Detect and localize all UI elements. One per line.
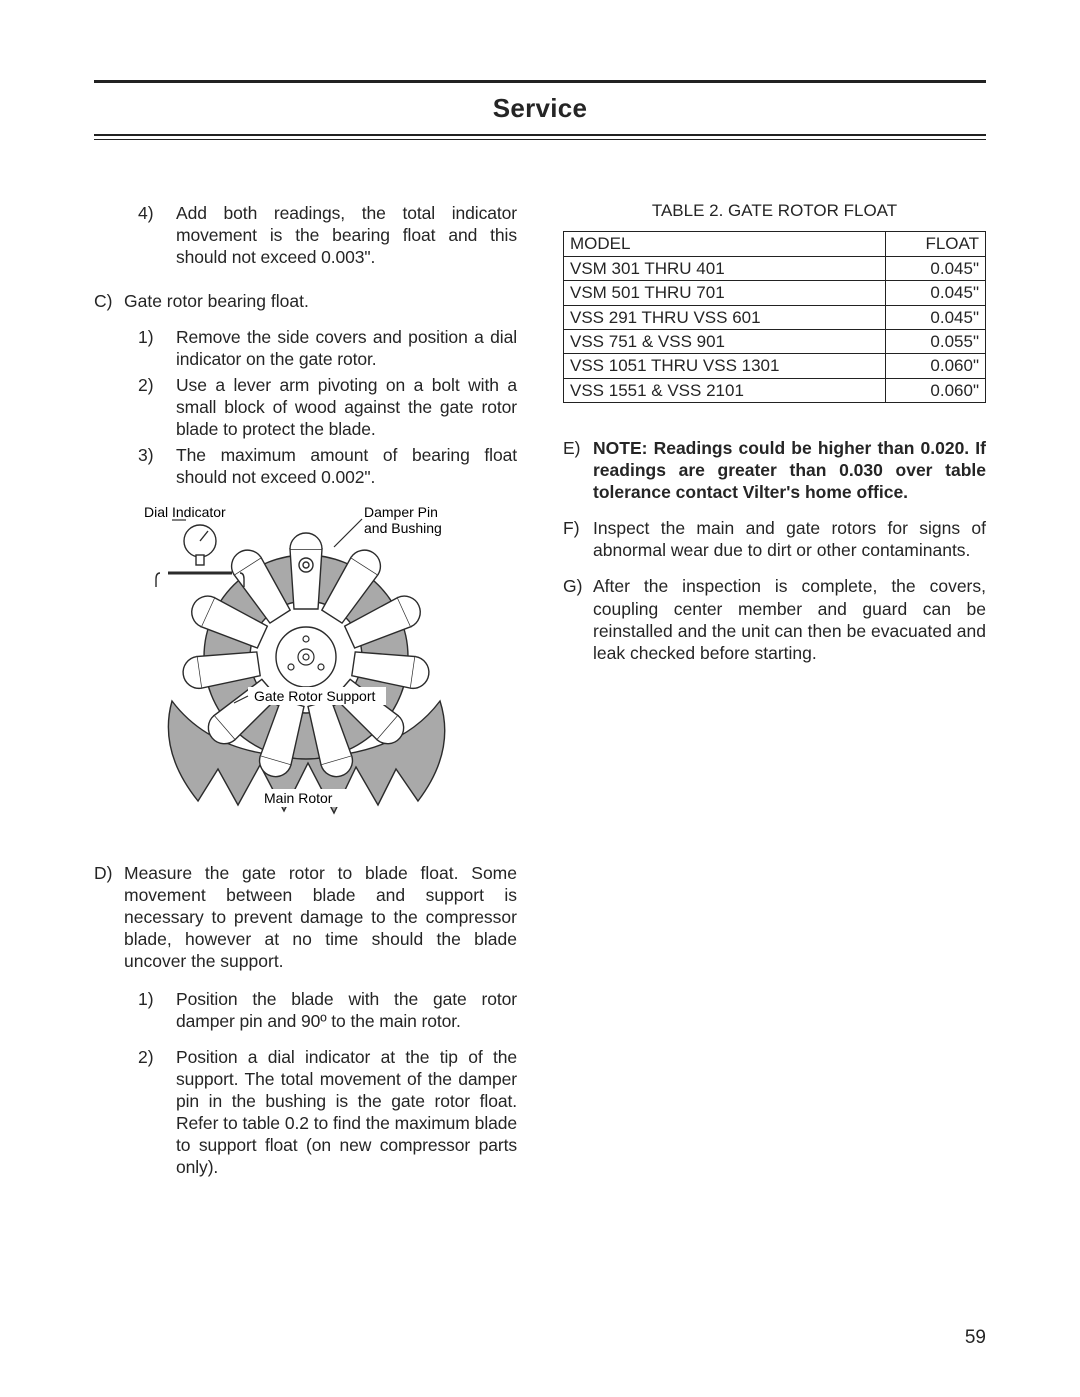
marker: 2) — [138, 374, 176, 440]
page: Service 4) Add both readings, the total … — [94, 80, 986, 1192]
table-row: VSS 1551 & VSS 21010.060" — [564, 378, 986, 402]
table-row: MODEL FLOAT — [564, 232, 986, 256]
damper-pin-icon — [299, 558, 313, 572]
label-damper-2: and Bushing — [364, 520, 442, 536]
marker: F) — [563, 517, 593, 561]
marker: 1) — [138, 988, 176, 1032]
list-item: 2) Use a lever arm pivoting on a bolt wi… — [138, 374, 517, 440]
marker: 4) — [138, 202, 176, 268]
list-item-c: C) Gate rotor bearing float. — [94, 290, 517, 312]
text: Remove the side covers and position a di… — [176, 326, 517, 370]
marker: 3) — [138, 444, 176, 488]
text: Use a lever arm pivoting on a bolt with … — [176, 374, 517, 440]
dial-indicator-icon — [156, 525, 244, 587]
gate-rotor-diagram: Dial Indicator Damper Pin and Bushing — [138, 501, 517, 846]
text: Add both readings, the total indicator m… — [176, 202, 517, 268]
list-item: 2) Position a dial indicator at the tip … — [138, 1046, 517, 1178]
text: NOTE: Readings could be higher than 0.02… — [593, 437, 986, 503]
label-main: Main Rotor — [264, 790, 333, 806]
page-title: Service — [94, 83, 986, 132]
table-row: VSM 501 THRU 7010.045" — [564, 281, 986, 305]
note-e: E) NOTE: Readings could be higher than 0… — [563, 437, 986, 503]
text: After the inspection is complete, the co… — [593, 575, 986, 663]
marker: D) — [94, 862, 124, 972]
left-column: 4) Add both readings, the total indicato… — [94, 202, 517, 1192]
right-column: TABLE 2. GATE ROTOR FLOAT MODEL FLOAT VS… — [563, 202, 986, 1192]
marker: 1) — [138, 326, 176, 370]
columns: 4) Add both readings, the total indicato… — [94, 202, 986, 1192]
list-item: 3) The maximum amount of bearing float s… — [138, 444, 517, 488]
table-row: VSS 751 & VSS 9010.055" — [564, 330, 986, 354]
list-item: 1) Remove the side covers and position a… — [138, 326, 517, 370]
label-dial: Dial Indicator — [144, 504, 226, 520]
float-table: MODEL FLOAT VSM 301 THRU 4010.045" VSM 5… — [563, 231, 986, 403]
marker: 2) — [138, 1046, 176, 1178]
item-f: F) Inspect the main and gate rotors for … — [563, 517, 986, 561]
list-item: 4) Add both readings, the total indicato… — [138, 202, 517, 268]
text: Position a dial indicator at the tip of … — [176, 1046, 517, 1178]
table-row: VSM 301 THRU 4010.045" — [564, 256, 986, 280]
label-support: Gate Rotor Support — [254, 688, 376, 704]
text: Measure the gate rotor to blade float. S… — [124, 862, 517, 972]
double-rule — [94, 134, 986, 140]
text: Position the blade with the gate rotor d… — [176, 988, 517, 1032]
label-damper-1: Damper Pin — [364, 504, 438, 520]
list-item-d: D) Measure the gate rotor to blade float… — [94, 862, 517, 972]
marker: G) — [563, 575, 593, 663]
col-model: MODEL — [564, 232, 886, 256]
item-g: G) After the inspection is complete, the… — [563, 575, 986, 663]
table-row: VSS 1051 THRU VSS 13010.060" — [564, 354, 986, 378]
text: Gate rotor bearing float. — [124, 290, 517, 312]
marker: C) — [94, 290, 124, 312]
col-float: FLOAT — [886, 232, 986, 256]
text: Inspect the main and gate rotors for sig… — [593, 517, 986, 561]
marker: E) — [563, 437, 593, 503]
page-number: 59 — [965, 1327, 986, 1349]
text: The maximum amount of bearing float shou… — [176, 444, 517, 488]
list-item: 1) Position the blade with the gate roto… — [138, 988, 517, 1032]
diagram-svg: Dial Indicator Damper Pin and Bushing — [138, 501, 494, 841]
table-caption: TABLE 2. GATE ROTOR FLOAT — [563, 200, 986, 221]
table-row: VSS 291 THRU VSS 6010.045" — [564, 305, 986, 329]
